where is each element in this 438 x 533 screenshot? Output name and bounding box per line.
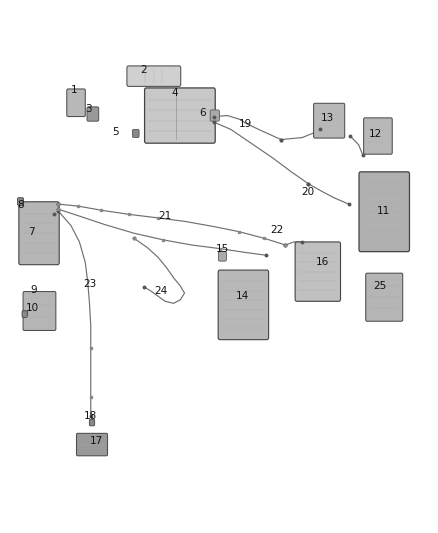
Text: 3: 3 [85,104,92,114]
Text: 10: 10 [25,303,39,313]
Text: 5: 5 [113,127,119,138]
Text: 25: 25 [373,281,386,291]
Text: 16: 16 [315,257,328,268]
FancyBboxPatch shape [314,103,345,138]
FancyBboxPatch shape [89,419,95,426]
FancyBboxPatch shape [22,311,28,318]
FancyBboxPatch shape [67,89,85,117]
FancyBboxPatch shape [77,433,108,456]
FancyBboxPatch shape [210,110,219,121]
FancyBboxPatch shape [87,107,99,121]
Text: 8: 8 [17,200,24,210]
FancyBboxPatch shape [219,252,226,261]
Text: 6: 6 [200,108,206,118]
Text: 4: 4 [172,87,178,98]
Text: 12: 12 [369,130,382,140]
Text: 23: 23 [83,279,96,289]
Text: 11: 11 [377,206,390,216]
FancyBboxPatch shape [364,118,392,154]
FancyBboxPatch shape [23,292,56,330]
FancyBboxPatch shape [127,66,181,86]
FancyBboxPatch shape [132,130,139,138]
Text: 15: 15 [216,244,229,254]
FancyBboxPatch shape [295,242,340,301]
Text: 7: 7 [28,227,34,237]
FancyBboxPatch shape [359,172,410,252]
Text: 2: 2 [140,64,147,75]
FancyBboxPatch shape [366,273,403,321]
Text: 1: 1 [71,85,77,95]
Text: 24: 24 [154,286,168,296]
Text: 9: 9 [31,285,37,295]
Text: 21: 21 [159,212,172,221]
Text: 20: 20 [302,187,315,197]
Text: 14: 14 [236,291,249,301]
FancyBboxPatch shape [19,202,59,265]
FancyBboxPatch shape [218,270,268,340]
FancyBboxPatch shape [18,198,24,205]
Text: 18: 18 [84,411,97,421]
FancyBboxPatch shape [145,88,215,143]
Text: 22: 22 [270,224,284,235]
Text: 13: 13 [321,113,334,123]
Text: 17: 17 [90,437,103,447]
Text: 19: 19 [238,119,252,130]
